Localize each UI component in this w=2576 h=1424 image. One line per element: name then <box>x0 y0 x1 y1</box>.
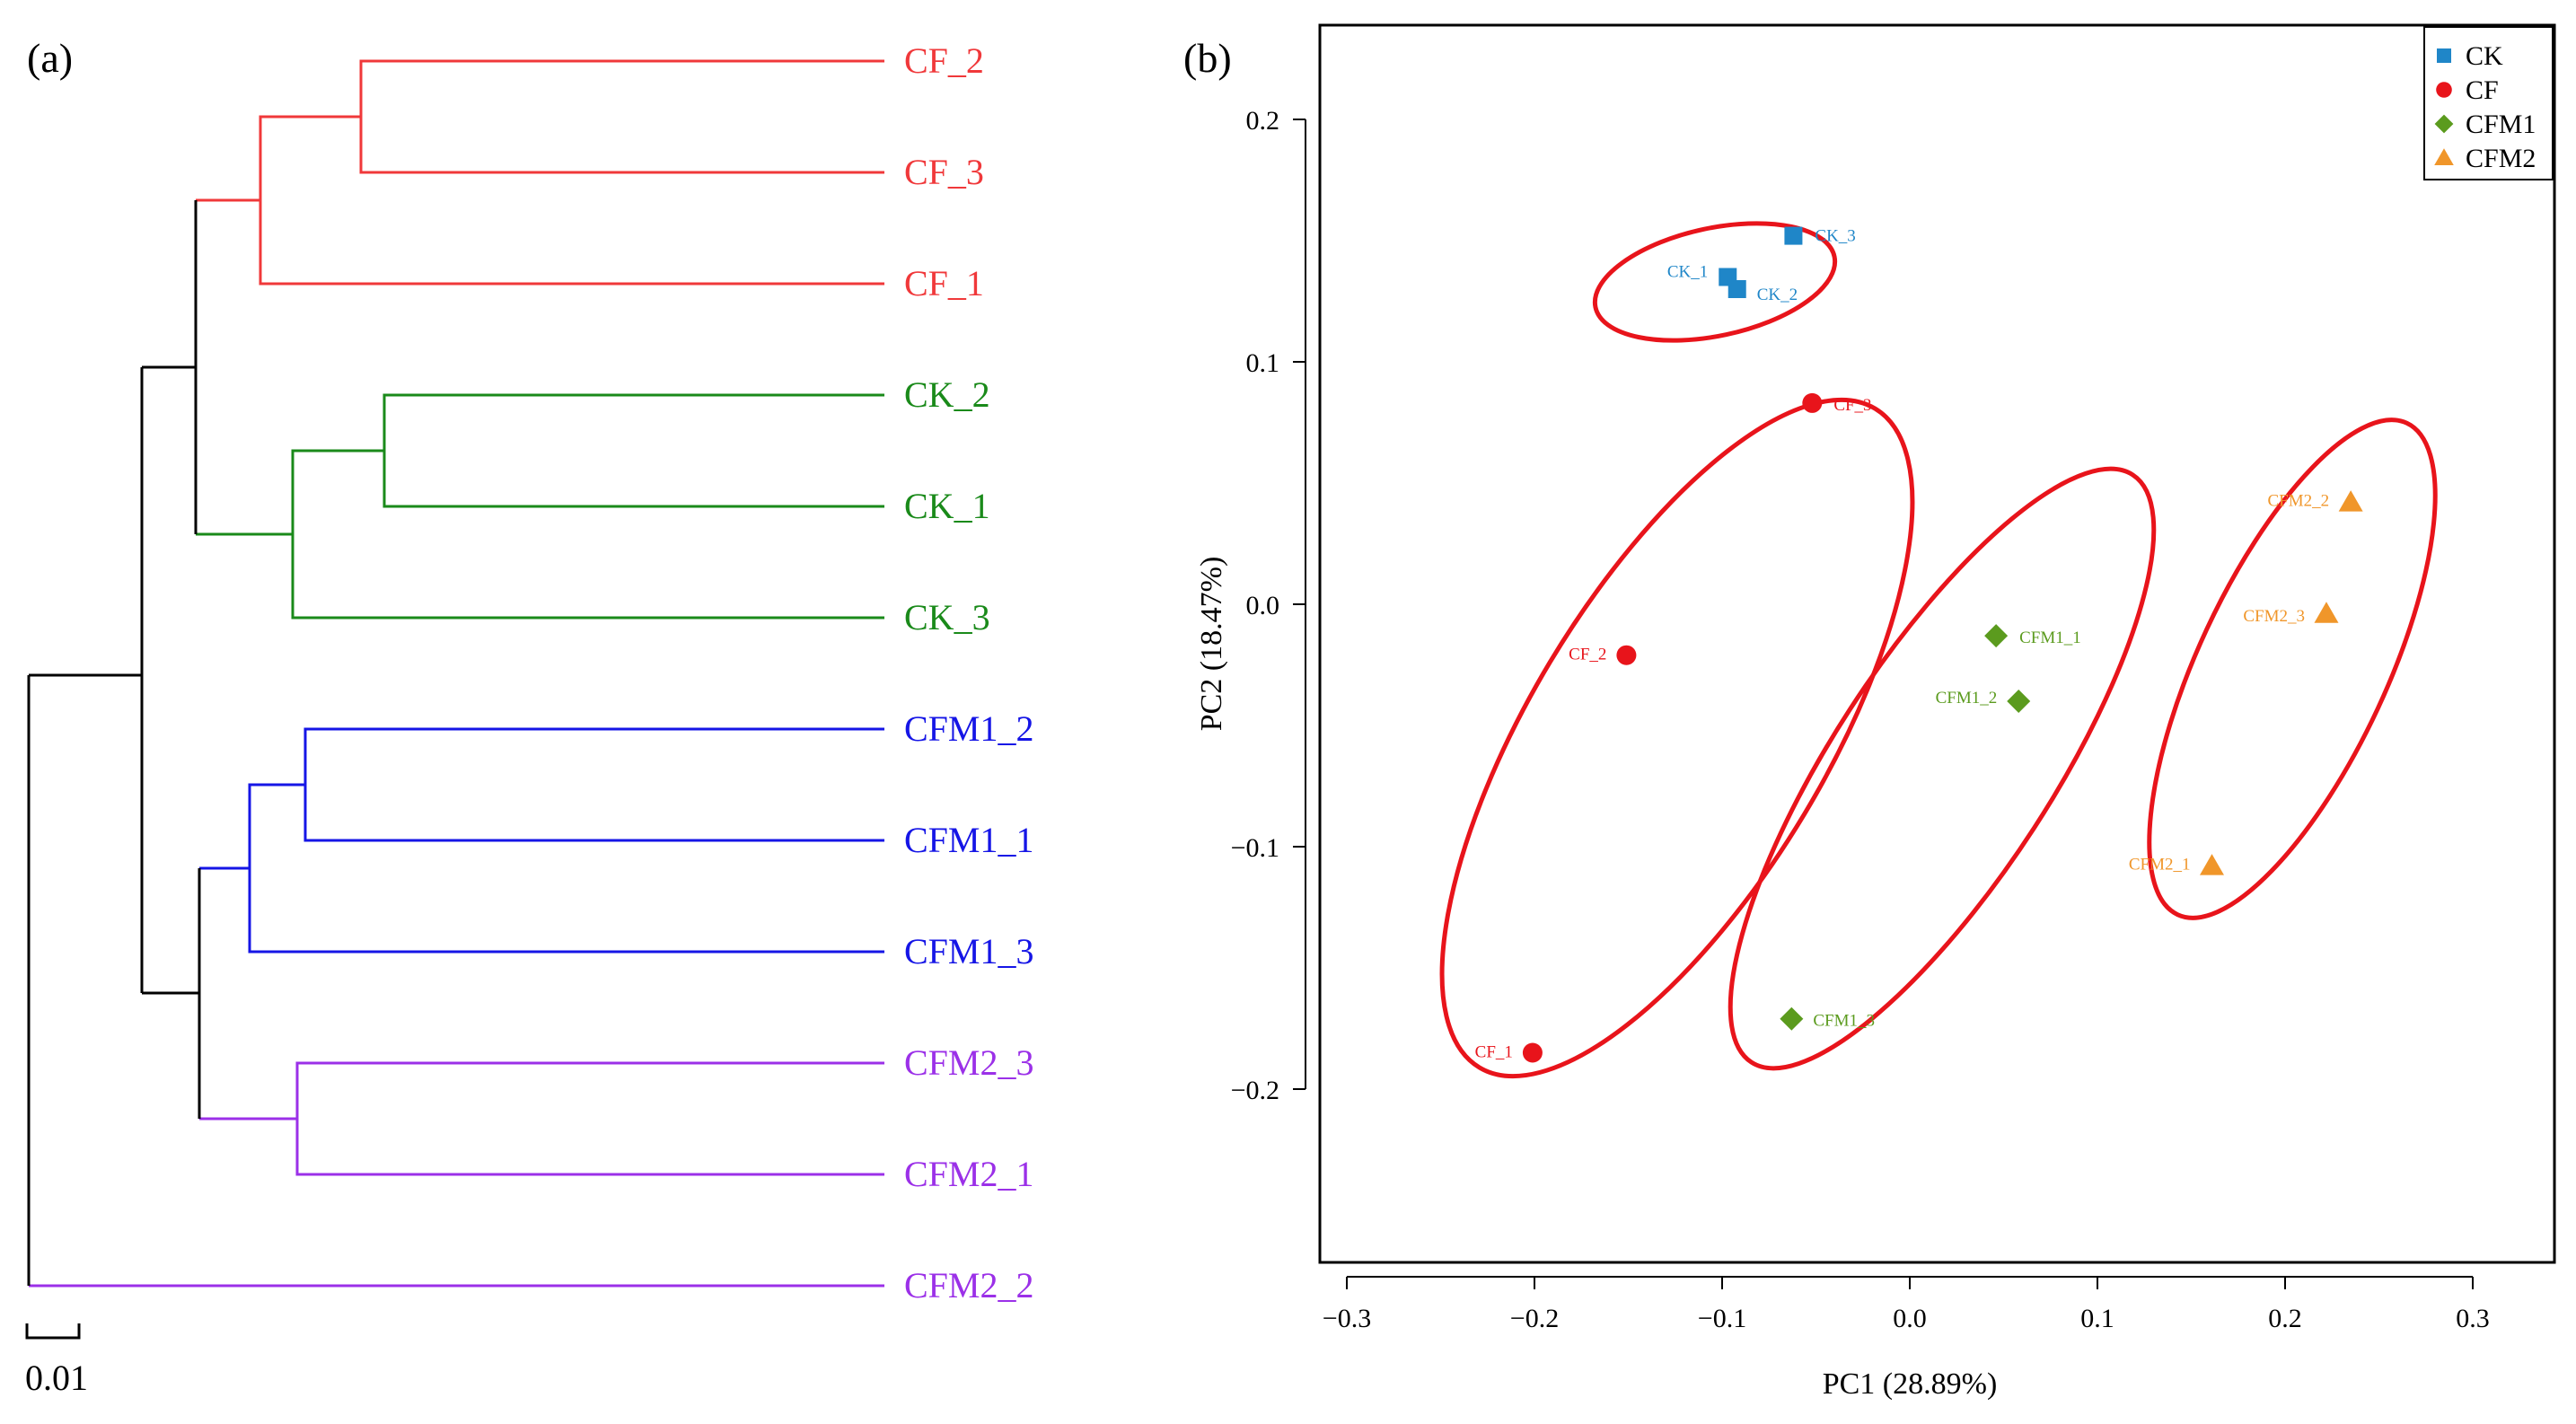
plot-frame <box>1318 23 2556 1264</box>
point-label: CF_2 <box>1569 646 1606 664</box>
scatter-point-labels: CK_3 CK_1 CK_2 CF_3 CF_2 CF_1 CFM1_1 CFM1_2 CFM1… <box>1475 227 2329 1062</box>
branch-cfm2-3-1 <box>295 1061 884 1176</box>
x-tick-label: −0.3 <box>1323 1304 1371 1333</box>
dendrogram-tree <box>27 59 884 1288</box>
leaf-label: CK_1 <box>904 486 990 526</box>
legend-label: CK <box>2466 41 2503 71</box>
x-tick-label: 0.3 <box>2456 1304 2490 1333</box>
leaf-label: CFM1_2 <box>904 708 1034 749</box>
pca-axes: −0.3 −0.2 −0.1 0.0 0.1 0.2 0.3 −0.2 −0.1 0.0 0.1 0.… <box>1231 106 2490 1333</box>
x-tick-label: 0.1 <box>2080 1304 2114 1333</box>
x-tick-label: 0.0 <box>1893 1304 1927 1333</box>
branch-ck-3 <box>291 449 884 620</box>
x-tick-label: −0.2 <box>1510 1304 1559 1333</box>
leaf-label: CK_2 <box>904 374 990 415</box>
legend-label: CFM1 <box>2466 110 2536 139</box>
leaf-label: CF_2 <box>904 40 984 81</box>
point-label: CF_1 <box>1475 1043 1513 1062</box>
cluster-ellipse-cfm2 <box>2147 418 2438 920</box>
x-tick-label: −0.1 <box>1698 1304 1746 1333</box>
branch-ck-2-1 <box>382 393 884 508</box>
legend-label: CF <box>2466 75 2499 105</box>
point-label: CK_3 <box>1815 227 1855 246</box>
y-tick-label: 0.2 <box>1246 106 1280 136</box>
legend-label: CFM2 <box>2466 144 2536 173</box>
y-tick-label: 0.1 <box>1246 348 1280 378</box>
point-ck <box>1784 226 1803 245</box>
y-tick-label: −0.1 <box>1231 833 1279 863</box>
y-tick-label: 0.0 <box>1246 591 1280 620</box>
scale-bar-label: 0.01 <box>25 1358 88 1398</box>
cluster-ellipses <box>1439 221 2438 1079</box>
dendrogram-panel: (a) CF_2 CF_3 CF_1 CK_2 CK_1 CK_3 CFM1_2 CFM1_1… <box>25 35 1034 1398</box>
point-label: CFM1_1 <box>2019 628 2081 647</box>
point-label: CFM2_3 <box>2243 607 2305 626</box>
scale-bar-line <box>25 1323 81 1340</box>
point-cf <box>1522 1042 1543 1063</box>
panel-b-label: (b) <box>1183 35 1232 81</box>
branch-cf-2-3 <box>359 59 884 174</box>
x-axis-label: PC1 (28.89%) <box>1823 1367 1998 1401</box>
point-cf <box>1616 645 1637 665</box>
legend-marker <box>2434 114 2454 134</box>
point-label: CFM2_1 <box>2129 856 2191 875</box>
branch-cf-1 <box>259 115 884 286</box>
cluster-ellipse-cf <box>1439 397 1915 1079</box>
leaf-label: CFM2_2 <box>904 1265 1034 1305</box>
leaf-label: CFM1_1 <box>904 820 1034 860</box>
cluster-ellipse-cfm1 <box>1728 466 2157 1071</box>
y-axis-label: PC2 (18.47%) <box>1195 557 1228 732</box>
point-label: CFM1_2 <box>1936 689 1998 708</box>
x-tick-label: 0.2 <box>2268 1304 2302 1333</box>
point-label: CK_1 <box>1667 263 1708 282</box>
dendrogram-leaf-labels: CF_2 CF_3 CF_1 CK_2 CK_1 CK_3 CFM1_2 CFM1_1 CFM1… <box>904 40 1034 1305</box>
leaf-label: CFM2_1 <box>904 1154 1034 1194</box>
pca-panel: (b) −0.3 −0.2 −0.1 0.0 0.1 0.2 0.3 −0.2 −0.1 0.0 0… <box>1183 23 2556 1401</box>
point-cfm1 <box>2007 690 2031 713</box>
legend-marker <box>2437 48 2451 63</box>
panel-a-label: (a) <box>27 35 73 81</box>
point-cfm1 <box>1780 1006 1804 1031</box>
point-label: CK_2 <box>1757 286 1798 304</box>
leaf-label: CFM2_3 <box>904 1042 1034 1083</box>
point-label: CF_3 <box>1833 396 1871 415</box>
legend-marker <box>2436 82 2452 98</box>
legend: CK CF CFM1 CFM2 <box>2423 26 2554 180</box>
point-cfm2 <box>2199 854 2224 875</box>
point-label: CFM1_3 <box>1813 1012 1875 1031</box>
point-cfm2 <box>2314 602 2339 623</box>
branch-cfm1-3 <box>248 783 884 954</box>
y-tick-label: −0.2 <box>1231 1076 1279 1105</box>
point-cfm2 <box>2338 490 2363 512</box>
legend-marker <box>2434 148 2454 165</box>
point-ck <box>1728 280 1746 298</box>
scatter-points <box>1522 226 2363 1063</box>
leaf-label: CF_1 <box>904 263 984 303</box>
leaf-label: CF_3 <box>904 152 984 192</box>
branch-cfm1-2-1 <box>303 727 884 842</box>
cluster-ellipse-ck <box>1592 221 1838 343</box>
scale-bar: 0.01 <box>25 1323 88 1398</box>
point-cfm1 <box>1984 624 2009 648</box>
point-cf <box>1802 392 1823 413</box>
leaf-label: CK_3 <box>904 597 990 637</box>
leaf-label: CFM1_3 <box>904 931 1034 971</box>
point-label: CFM2_2 <box>2268 492 2330 511</box>
